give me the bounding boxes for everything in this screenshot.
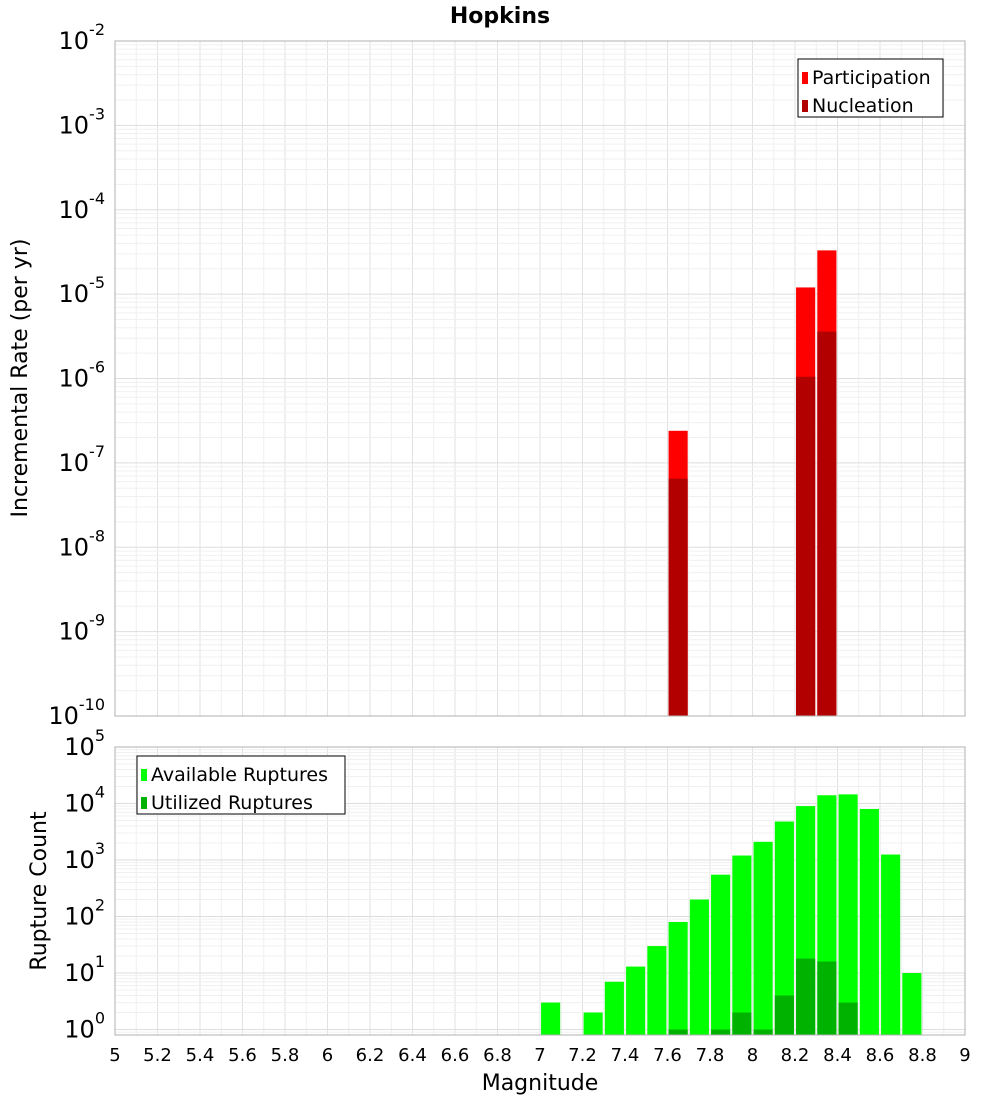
- top-y-ticks: 10-10 10-9 10-8 10-7 10-6 10-5 10-4 10-3 10-2: [48, 20, 105, 730]
- bottom-series-1: [668, 958, 858, 1035]
- x-tick-label: 7.6: [653, 1045, 682, 1066]
- top-plot-frame: [114, 40, 966, 717]
- x-tick-label: 5.2: [143, 1045, 172, 1066]
- bar: [689, 899, 709, 1035]
- bar: [774, 821, 794, 1035]
- legend-swatch: [802, 72, 808, 84]
- x-tick-label: 5.8: [271, 1045, 300, 1066]
- legend-box: [797, 58, 944, 118]
- x-tick-label: 6.6: [441, 1045, 470, 1066]
- y-tick-label: 103: [64, 839, 105, 874]
- bar: [774, 995, 794, 1035]
- bar: [732, 855, 752, 1035]
- top-legend: Participation Nucleation: [797, 58, 944, 118]
- bar: [711, 1029, 731, 1035]
- top-y-axis-label: Incremental Rate (per yr): [8, 239, 33, 518]
- x-tick-label: 9: [959, 1045, 970, 1066]
- legend-label: Available Ruptures: [151, 764, 328, 786]
- y-tick-label: 105: [64, 726, 105, 761]
- bar: [604, 981, 624, 1035]
- bar: [668, 1029, 688, 1035]
- chart-title: Hopkins: [450, 4, 550, 29]
- bar: [626, 966, 646, 1035]
- bar: [753, 841, 773, 1035]
- bar: [881, 854, 901, 1035]
- y-tick-label: 100: [64, 1009, 105, 1044]
- top-grid: [114, 41, 966, 717]
- legend-label: Nucleation: [812, 95, 914, 117]
- bar: [902, 973, 922, 1035]
- y-tick-label: 10-4: [59, 189, 106, 224]
- y-tick-label: 101: [64, 952, 105, 987]
- bar: [668, 921, 688, 1035]
- x-tick-label: 7.4: [611, 1045, 640, 1066]
- x-tick-label: 8.6: [866, 1045, 895, 1066]
- y-tick-label: 10-7: [59, 442, 106, 477]
- x-tick-label: 5.6: [228, 1045, 257, 1066]
- y-tick-label: 10-6: [59, 358, 106, 393]
- x-tick-label: 8.8: [908, 1045, 937, 1066]
- y-tick-label: 10-10: [48, 695, 105, 730]
- x-tick-label: 7: [534, 1045, 545, 1066]
- x-tick-label: 5.4: [186, 1045, 215, 1066]
- y-tick-label: 10-5: [59, 273, 106, 308]
- y-tick-label: 104: [64, 783, 105, 818]
- x-tick-label: 5: [109, 1045, 120, 1066]
- bar: [732, 1012, 752, 1035]
- x-tick-label: 8.2: [781, 1045, 810, 1066]
- legend-swatch: [141, 769, 147, 781]
- y-tick-label: 10-8: [59, 526, 106, 561]
- bar: [838, 1002, 858, 1035]
- bottom-plot-frame: [114, 746, 966, 1036]
- bottom-y-ticks: 100 101 102 103 104 105: [64, 726, 105, 1044]
- bar: [647, 946, 667, 1035]
- bottom-plot-area: 100 101 102 103 104 105 5 5.2 5.4 5.6 5.8 6 6.2 6.4 6.…: [64, 726, 970, 1066]
- legend-label: Participation: [812, 67, 931, 89]
- x-tick-label: 6: [322, 1045, 333, 1066]
- bar: [838, 794, 858, 1035]
- x-tick-label: 8.4: [823, 1045, 852, 1066]
- x-tick-label: 6.4: [398, 1045, 427, 1066]
- bar: [583, 1012, 603, 1035]
- bottom-legend: Available Ruptures Utilized Ruptures: [136, 755, 346, 815]
- bottom-x-ticks: 5 5.2 5.4 5.6 5.8 6 6.2 6.4 6.6 6.8 7 7.2 7.4 7.6 7.8 8…: [109, 1045, 970, 1066]
- x-tick-label: 6.8: [483, 1045, 512, 1066]
- top-plot-area: 10-10 10-9 10-8 10-7 10-6 10-5 10-4 10-3 10-2 Par…: [48, 20, 966, 730]
- x-tick-label: 8: [747, 1045, 758, 1066]
- bar: [711, 874, 731, 1035]
- y-tick-label: 10-2: [59, 20, 106, 55]
- legend-label: Utilized Ruptures: [151, 792, 313, 814]
- x-tick-label: 6.2: [356, 1045, 385, 1066]
- bar: [817, 331, 837, 716]
- x-axis-label: Magnitude: [482, 1071, 599, 1096]
- bar: [859, 808, 879, 1035]
- bar: [541, 1002, 561, 1035]
- top-series-1: [668, 331, 837, 716]
- bar: [796, 958, 816, 1035]
- bar: [668, 478, 688, 716]
- y-tick-label: 10-3: [59, 104, 106, 139]
- legend-swatch: [802, 100, 808, 112]
- x-tick-label: 7.8: [696, 1045, 725, 1066]
- bar: [817, 961, 837, 1035]
- y-tick-label: 102: [64, 896, 105, 931]
- bar: [753, 1029, 773, 1035]
- legend-swatch: [141, 797, 147, 809]
- legend-box: [136, 755, 346, 815]
- x-tick-label: 7.2: [568, 1045, 597, 1066]
- bottom-y-axis-label: Rupture Count: [27, 811, 52, 971]
- bar: [796, 376, 816, 716]
- y-tick-label: 10-9: [59, 611, 106, 646]
